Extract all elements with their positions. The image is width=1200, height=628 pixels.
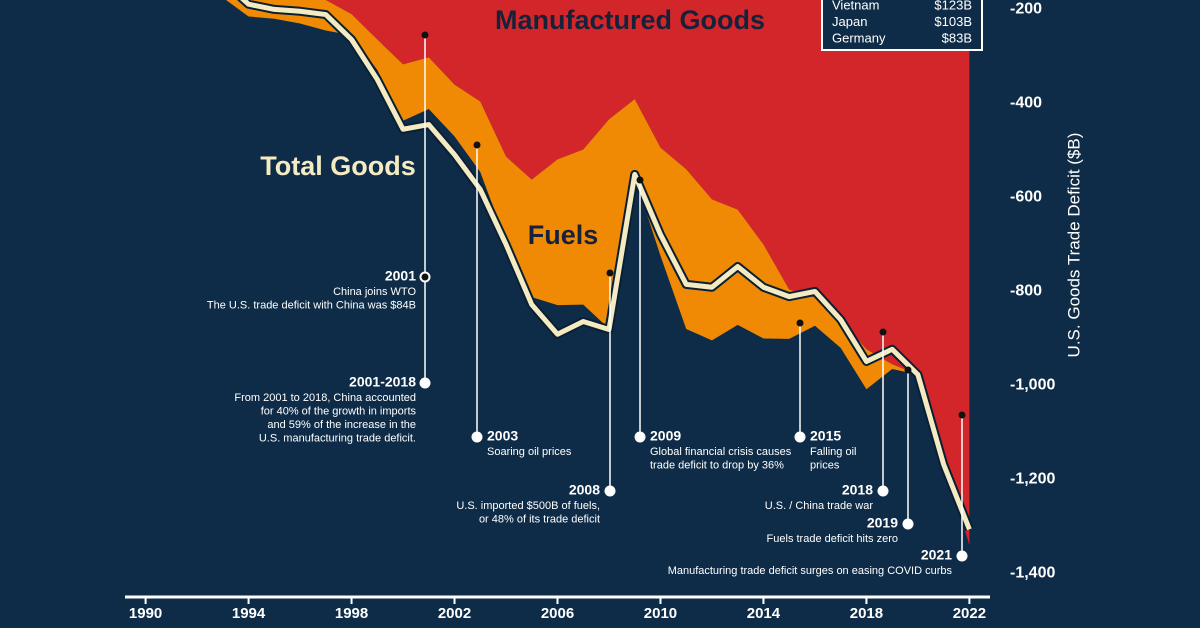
x-tick-label: 1998 [335, 605, 368, 622]
annotation-text: for 40% of the growth in imports [261, 405, 417, 417]
x-tick-label: 2006 [541, 605, 574, 622]
x-tick-label: 2010 [644, 605, 677, 622]
annotation-marker [419, 377, 431, 389]
series-label: Total Goods [260, 151, 416, 181]
annotation-title: 2015 [810, 428, 841, 444]
annotation-title: 2021 [921, 547, 952, 563]
annotation-marker [902, 518, 914, 530]
annotation-text: prices [810, 459, 840, 471]
x-tick-label: 2022 [953, 605, 986, 622]
annotation-text: U.S. imported $500B of fuels, [456, 500, 600, 512]
annotation-marker [877, 485, 889, 497]
annotation-title: 2009 [650, 428, 681, 444]
annotation-text: trade deficit to drop by 36% [650, 459, 784, 471]
annotation-dot [473, 141, 481, 149]
area-fuels [226, 0, 970, 546]
annotation-text: Falling oil [810, 446, 856, 458]
line-total [240, 0, 972, 531]
annotation-text: China joins WTO [333, 286, 416, 298]
annotation-dot [606, 269, 614, 277]
annotation-marker [471, 431, 483, 443]
annotation-marker [794, 431, 806, 443]
annotation-dot [636, 176, 644, 184]
annotation-text: and 59% of the increase in the [267, 419, 416, 431]
series-label: Fuels [528, 220, 599, 250]
annotation-title: 2003 [487, 428, 518, 444]
partner-value: $103B [934, 14, 972, 29]
annotation-marker [634, 431, 646, 443]
partners-box [821, 0, 983, 51]
partner-name: Germany [832, 30, 886, 45]
annotation-text: The U.S. trade deficit with China was $8… [207, 299, 416, 311]
annotation-dot [879, 328, 887, 336]
y-tick-label: -200 [1010, 1, 1042, 18]
y-tick-label: -1,000 [1010, 377, 1055, 394]
annotation-text: Global financial crisis causes [650, 446, 792, 458]
x-tick-label: 2002 [438, 605, 471, 622]
annotation-marker [956, 550, 968, 562]
annotation-text: U.S. / China trade war [765, 500, 874, 512]
x-tick-label: 2014 [747, 605, 781, 622]
y-tick-label: -400 [1010, 95, 1042, 112]
annotation-text: Soaring oil prices [487, 446, 572, 458]
annotation-title: 2001 [385, 268, 416, 284]
annotation-marker [604, 485, 616, 497]
annotation-title: 2008 [569, 482, 600, 498]
annotation-text: From 2001 to 2018, China accounted [234, 392, 416, 404]
y-tick-label: -1,400 [1010, 565, 1055, 582]
x-tick-label: 2018 [850, 605, 883, 622]
annotation-title: 2019 [867, 515, 898, 531]
annotation-title: 2001-2018 [349, 374, 416, 390]
series-label: Manufactured Goods [495, 5, 765, 35]
area-manufactured [325, 0, 970, 546]
partner-value: $123B [934, 0, 972, 12]
annotation-dot [421, 273, 429, 281]
partner-name: Vietnam [832, 0, 879, 12]
partner-value: $83B [942, 30, 972, 45]
annotation-text: or 48% of its trade deficit [479, 513, 600, 525]
y-axis-label: U.S. Goods Trade Deficit ($B) [1064, 133, 1083, 358]
annotation-dot [958, 411, 966, 419]
annotation-text: Manufacturing trade deficit surges on ea… [668, 565, 953, 577]
plot-area [226, 0, 974, 546]
y-tick-label: -600 [1010, 189, 1042, 206]
x-tick-label: 1990 [129, 605, 162, 622]
annotation-text: U.S. manufacturing trade deficit. [259, 432, 416, 444]
y-tick-label: -800 [1010, 283, 1042, 300]
annotation-dot [796, 319, 804, 327]
x-tick-label: 1994 [232, 605, 266, 622]
y-tick-label: -1,200 [1010, 471, 1055, 488]
annotation-dot [421, 31, 429, 39]
partner-name: Japan [832, 14, 867, 29]
annotation-title: 2018 [842, 482, 873, 498]
annotation-text: Fuels trade deficit hits zero [767, 533, 898, 545]
annotation-dot [904, 366, 912, 374]
